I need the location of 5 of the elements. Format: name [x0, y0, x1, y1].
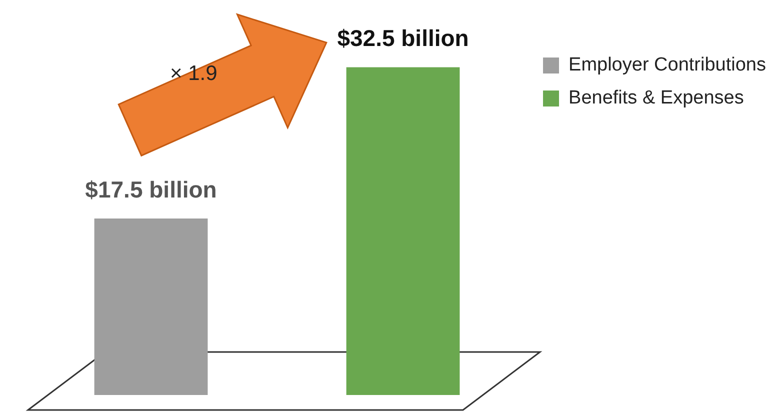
data-label: $32.5 billion — [337, 25, 469, 52]
data-label: $17.5 billion — [85, 176, 217, 202]
annotation: × 1.9 — [170, 62, 218, 86]
legend-label: Employer Contributions — [568, 54, 766, 76]
legend-label: Benefits & Expenses — [568, 88, 744, 109]
